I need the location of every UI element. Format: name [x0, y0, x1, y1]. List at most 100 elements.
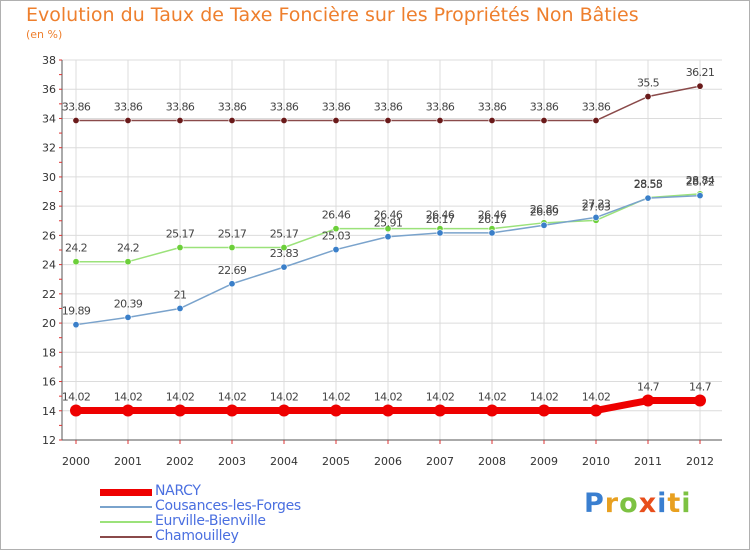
logo-letter: o [619, 488, 639, 519]
legend-swatch-narcy [100, 488, 152, 496]
data-label-eurville-bienville: 26.46 [426, 209, 455, 222]
data-label-cousances-les-forges: 28.55 [634, 178, 663, 191]
data-label-eurville-bienville: 24.2 [65, 242, 87, 255]
proxiti-logo: Proxiti [584, 488, 692, 519]
data-point-cousances-les-forges [540, 221, 548, 229]
data-point-chamouilley [72, 117, 80, 125]
data-label-eurville-bienville: 26.46 [374, 209, 403, 222]
data-label-chamouilley: 33.86 [270, 101, 299, 114]
data-label-cousances-les-forges: 26.17 [478, 213, 507, 226]
legend-swatch-chamouilley [100, 536, 152, 538]
data-point-narcy [226, 404, 238, 417]
x-tick-label: 2011 [634, 455, 662, 468]
data-label-cousances-les-forges: 21 [174, 288, 187, 301]
data-point-narcy [174, 404, 186, 417]
data-label-narcy: 14.7 [689, 381, 712, 394]
data-point-narcy [538, 404, 550, 417]
y-tick-label: 14 [42, 405, 56, 418]
y-tick-label: 28 [42, 200, 56, 213]
data-label-eurville-bienville: 27.03 [582, 200, 611, 213]
data-point-chamouilley [384, 117, 392, 125]
data-point-eurville-bienville [72, 258, 80, 266]
y-tick-label: 36 [42, 83, 56, 96]
logo-letter: r [604, 488, 620, 519]
legend-label-narcy: NARCY [155, 483, 201, 499]
data-label-eurville-bienville: 28.58 [634, 178, 663, 191]
data-point-cousances-les-forges [124, 313, 132, 321]
x-tick-label: 2000 [62, 455, 90, 468]
data-point-cousances-les-forges [696, 192, 704, 200]
x-tick-label: 2009 [530, 455, 558, 468]
data-label-chamouilley: 33.86 [478, 101, 507, 114]
data-point-chamouilley [592, 117, 600, 125]
data-label-cousances-les-forges: 23.83 [270, 247, 299, 260]
y-tick-label: 18 [42, 346, 56, 359]
x-tick-label: 2012 [686, 455, 714, 468]
data-label-eurville-bienville: 25.17 [218, 228, 247, 241]
x-tick-label: 2002 [166, 455, 194, 468]
data-label-eurville-bienville: 26.86 [530, 203, 559, 216]
unit-label: (en %) [26, 28, 63, 41]
data-point-chamouilley [280, 117, 288, 125]
data-label-chamouilley: 33.86 [426, 101, 455, 114]
data-point-eurville-bienville [384, 225, 392, 233]
data-point-eurville-bienville [280, 244, 288, 252]
data-label-narcy: 14.02 [582, 390, 611, 403]
y-tick-label: 24 [42, 259, 56, 272]
x-tick-label: 2007 [426, 455, 454, 468]
x-tick-label: 2003 [218, 455, 246, 468]
data-label-narcy: 14.02 [478, 390, 507, 403]
data-point-eurville-bienville [228, 244, 236, 252]
data-label-cousances-les-forges: 20.39 [114, 297, 143, 310]
data-point-narcy [642, 394, 654, 407]
legend-swatch-cousances-les-forges [100, 506, 152, 508]
data-point-narcy [434, 404, 446, 417]
x-tick-label: 2004 [270, 455, 298, 468]
data-label-eurville-bienville: 25.17 [166, 228, 195, 241]
data-label-chamouilley: 33.86 [218, 101, 247, 114]
data-point-chamouilley [332, 117, 340, 125]
data-point-cousances-les-forges [72, 321, 80, 329]
data-label-eurville-bienville: 28.84 [686, 174, 715, 187]
y-tick-label: 34 [42, 112, 56, 125]
data-point-cousances-les-forges [488, 229, 496, 237]
data-point-narcy [70, 404, 82, 417]
data-point-chamouilley [228, 117, 236, 125]
y-tick-label: 32 [42, 142, 56, 155]
data-label-narcy: 14.02 [114, 390, 143, 403]
data-label-narcy: 14.02 [218, 390, 247, 403]
data-point-narcy [590, 404, 602, 417]
data-point-cousances-les-forges [332, 246, 340, 254]
data-point-chamouilley [436, 117, 444, 125]
data-label-chamouilley: 36.21 [686, 66, 715, 79]
data-point-chamouilley [540, 117, 548, 125]
data-label-cousances-les-forges: 26.17 [426, 213, 455, 226]
data-label-cousances-les-forges: 26.69 [530, 205, 559, 218]
data-label-chamouilley: 33.86 [114, 101, 143, 114]
data-label-chamouilley: 33.86 [322, 101, 351, 114]
data-point-cousances-les-forges [176, 304, 184, 312]
data-point-cousances-les-forges [280, 263, 288, 271]
data-point-narcy [330, 404, 342, 417]
data-label-narcy: 14.7 [637, 381, 660, 394]
y-tick-label: 30 [42, 171, 56, 184]
data-label-chamouilley: 33.86 [166, 101, 195, 114]
logo-letter: t [667, 488, 682, 519]
data-label-chamouilley: 33.86 [530, 101, 559, 114]
data-point-eurville-bienville [332, 225, 340, 233]
x-tick-label: 2008 [478, 455, 506, 468]
logo-letter: P [584, 488, 605, 519]
data-label-narcy: 14.02 [374, 390, 403, 403]
legend-label-chamouilley: Chamouilley [155, 528, 239, 544]
data-point-cousances-les-forges [592, 213, 600, 221]
y-tick-label: 26 [42, 229, 56, 242]
data-label-chamouilley: 33.86 [374, 101, 403, 114]
data-label-cousances-les-forges: 25.91 [374, 217, 403, 230]
data-point-chamouilley [176, 117, 184, 125]
data-point-chamouilley [124, 117, 132, 125]
data-label-eurville-bienville: 25.17 [270, 228, 299, 241]
data-label-chamouilley: 35.5 [637, 77, 660, 90]
data-label-narcy: 14.02 [322, 390, 351, 403]
